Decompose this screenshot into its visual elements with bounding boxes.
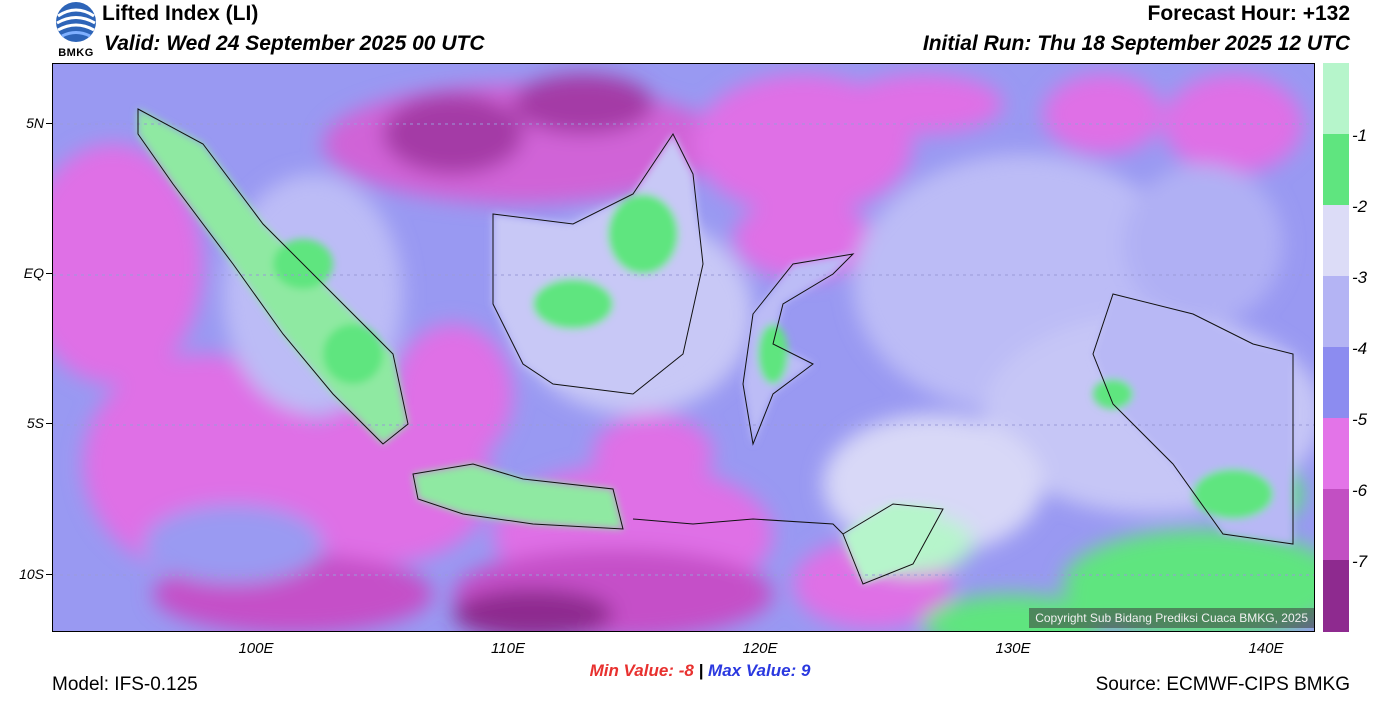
lon-label: 130E bbox=[995, 640, 1031, 657]
max-value-label: Max Value: bbox=[708, 661, 797, 680]
coastlines bbox=[137, 108, 1294, 585]
legend-label: -6 bbox=[1352, 481, 1368, 500]
lat-tick bbox=[46, 423, 52, 424]
logo-text: BMKG bbox=[58, 47, 94, 59]
lat-label: 5N bbox=[26, 115, 44, 131]
lat-tick bbox=[46, 273, 52, 274]
model-label: Model: IFS-0.125 bbox=[52, 674, 198, 695]
lon-label: 110E bbox=[491, 640, 525, 657]
legend-label: -3 bbox=[1352, 268, 1368, 287]
lat-label: 5S bbox=[26, 415, 44, 431]
legend-swatch bbox=[1323, 205, 1349, 276]
legend-swatch bbox=[1323, 134, 1349, 205]
forecast-hour: Forecast Hour: +132 bbox=[1147, 2, 1351, 25]
source-label: Source: ECMWF-CIPS BMKG bbox=[1095, 674, 1350, 695]
min-max-separator: | bbox=[698, 661, 704, 680]
bmkg-logo bbox=[52, 0, 100, 60]
chart-title: Lifted Index (LI) bbox=[102, 2, 259, 25]
legend-swatch bbox=[1323, 63, 1349, 134]
legend-label: -7 bbox=[1352, 552, 1368, 571]
legend-swatch bbox=[1323, 418, 1349, 489]
copyright-label: Copyright Sub Bidang Prediksi Cuaca BMKG… bbox=[1029, 608, 1314, 628]
min-value-label: Min Value: bbox=[589, 661, 674, 680]
land-stability bbox=[138, 109, 1293, 584]
map-panel bbox=[52, 63, 1315, 632]
lat-tick bbox=[46, 123, 52, 124]
lon-label: 120E bbox=[742, 640, 778, 657]
lat-label: 10S bbox=[19, 566, 44, 582]
legend-label: -2 bbox=[1352, 197, 1368, 216]
legend-label: -1 bbox=[1352, 126, 1368, 145]
legend-label: -4 bbox=[1352, 339, 1368, 358]
initial-run: Initial Run: Thu 18 September 2025 12 UT… bbox=[922, 32, 1350, 55]
legend-label: -5 bbox=[1352, 410, 1368, 429]
map-svg bbox=[53, 64, 1314, 631]
legend-swatch bbox=[1323, 347, 1349, 418]
lat-tick bbox=[46, 574, 52, 575]
lat-label: EQ bbox=[23, 265, 44, 281]
min-max-values: Min Value: -8 | Max Value: 9 bbox=[0, 661, 1400, 681]
legend-swatch bbox=[1323, 276, 1349, 347]
graticule bbox=[53, 123, 1314, 576]
lon-label: 100E bbox=[238, 640, 274, 657]
lon-label: 140E bbox=[1248, 640, 1284, 657]
valid-time: Valid: Wed 24 September 2025 00 UTC bbox=[104, 32, 485, 55]
legend-swatch bbox=[1323, 489, 1349, 560]
min-value: -8 bbox=[678, 661, 694, 680]
max-value: 9 bbox=[800, 661, 811, 680]
legend-colorbar bbox=[1323, 63, 1349, 632]
legend-swatch bbox=[1323, 560, 1349, 632]
